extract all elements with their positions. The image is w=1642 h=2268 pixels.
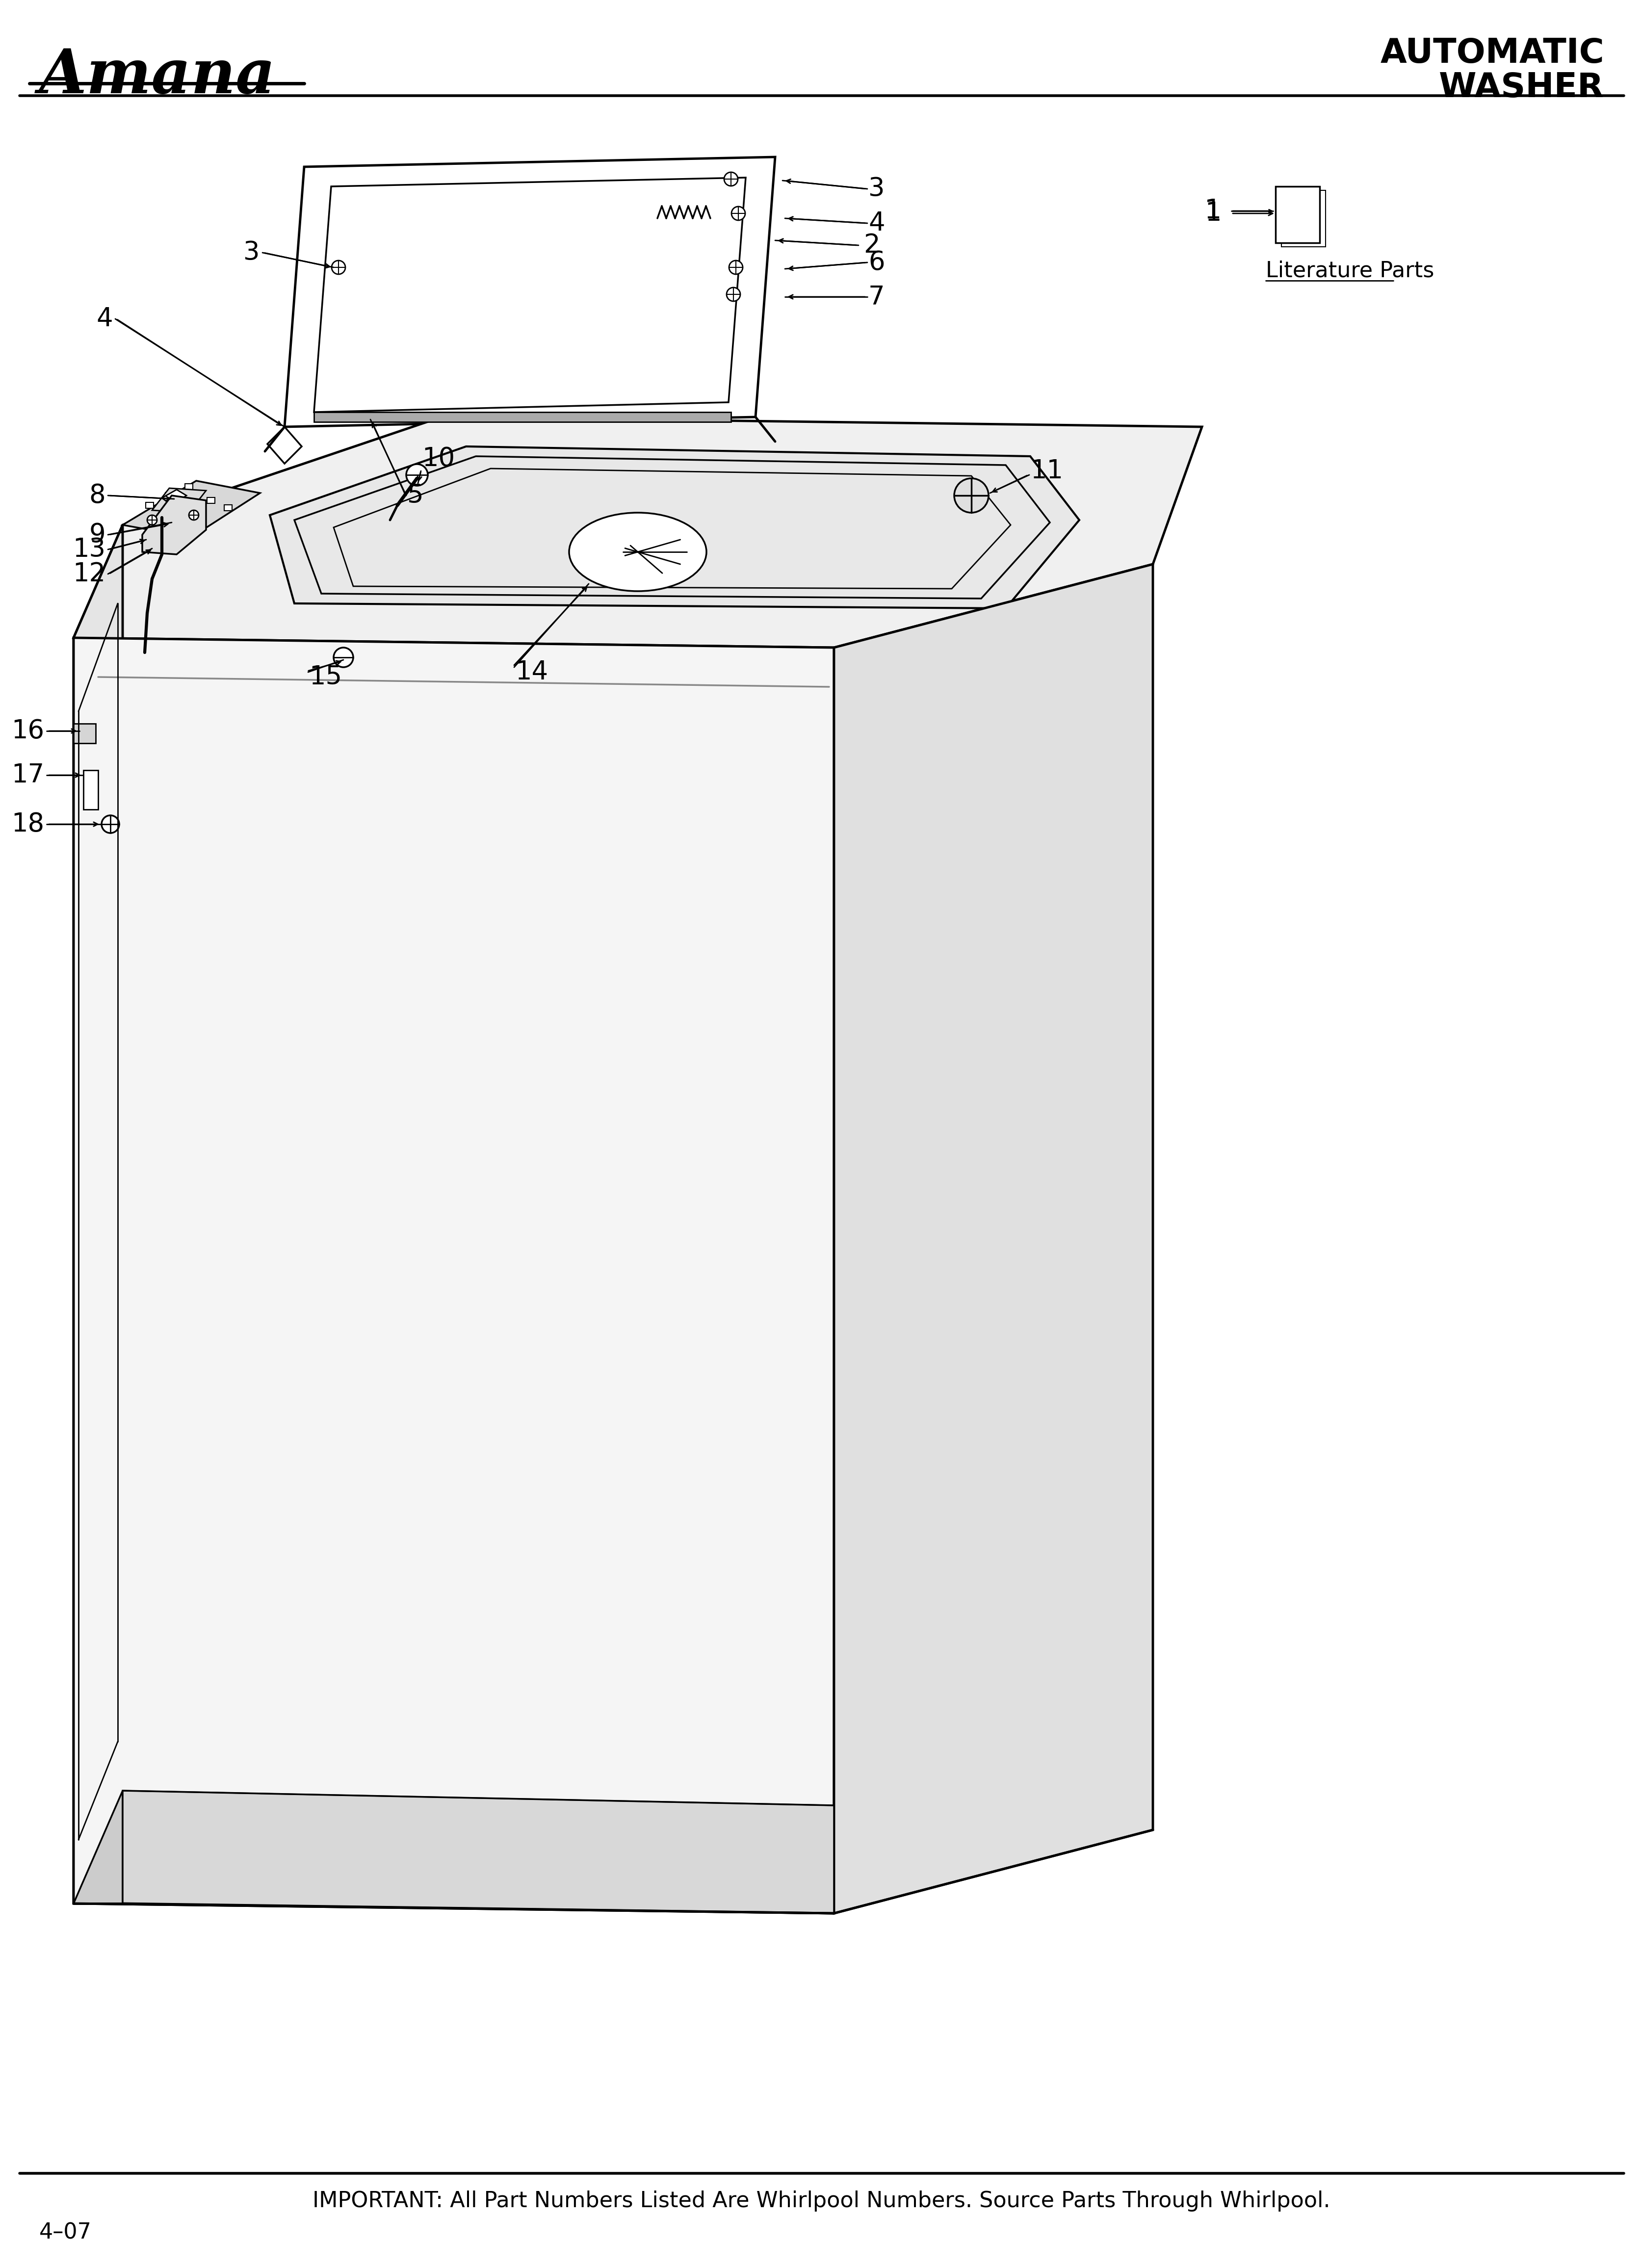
Text: 4–07: 4–07 [39, 2223, 92, 2243]
Circle shape [954, 479, 988, 513]
Text: 1: 1 [1205, 200, 1222, 227]
Text: IMPORTANT: All Part Numbers Listed Are Whirlpool Numbers. Source Parts Through W: IMPORTANT: All Part Numbers Listed Are W… [312, 2191, 1330, 2211]
Text: 16: 16 [11, 719, 44, 744]
Bar [223, 506, 232, 510]
Text: 1: 1 [1204, 197, 1222, 225]
Bar [146, 503, 153, 508]
Polygon shape [163, 490, 187, 506]
Text: 10: 10 [422, 447, 455, 472]
Bar [1281, 191, 1325, 247]
Text: 7: 7 [869, 284, 885, 308]
Bar [166, 492, 172, 499]
Text: 5: 5 [407, 483, 424, 508]
Circle shape [724, 172, 737, 186]
Text: Literature Parts: Literature Parts [1266, 261, 1433, 281]
Polygon shape [143, 494, 205, 553]
Text: 18: 18 [11, 812, 44, 837]
Circle shape [102, 816, 120, 832]
Circle shape [332, 261, 345, 274]
Bar [1276, 186, 1319, 243]
Text: 3: 3 [243, 240, 259, 265]
Text: 15: 15 [309, 665, 342, 689]
Text: AUTOMATIC: AUTOMATIC [1379, 36, 1604, 70]
Polygon shape [123, 1792, 834, 1914]
Bar [314, 413, 731, 422]
Text: 12: 12 [72, 560, 105, 587]
Bar [84, 771, 99, 810]
Polygon shape [74, 1792, 123, 1903]
Text: 4: 4 [97, 306, 113, 331]
Ellipse shape [568, 513, 706, 592]
Text: 2: 2 [864, 234, 880, 259]
Text: 13: 13 [72, 538, 105, 562]
Bar [74, 723, 95, 744]
Polygon shape [834, 565, 1153, 1914]
Polygon shape [153, 488, 205, 513]
Polygon shape [74, 417, 1202, 649]
Text: 17: 17 [11, 762, 44, 787]
Circle shape [729, 261, 742, 274]
Text: 8: 8 [89, 483, 105, 508]
Text: Amana: Amana [39, 48, 276, 107]
Polygon shape [123, 481, 259, 538]
Circle shape [148, 515, 158, 524]
Polygon shape [74, 637, 834, 1914]
Text: 4: 4 [869, 211, 885, 236]
Text: 11: 11 [1030, 458, 1062, 483]
Text: 14: 14 [516, 660, 548, 685]
Circle shape [726, 288, 741, 302]
Text: 3: 3 [869, 177, 885, 202]
Circle shape [333, 649, 353, 667]
Text: WASHER: WASHER [1438, 70, 1604, 104]
Polygon shape [74, 524, 123, 1903]
Circle shape [406, 465, 427, 485]
Circle shape [189, 510, 199, 519]
Circle shape [731, 206, 745, 220]
Polygon shape [269, 447, 1079, 608]
Text: 9: 9 [89, 522, 105, 547]
Bar [207, 497, 215, 503]
Text: 6: 6 [869, 249, 885, 274]
Bar [186, 483, 192, 490]
